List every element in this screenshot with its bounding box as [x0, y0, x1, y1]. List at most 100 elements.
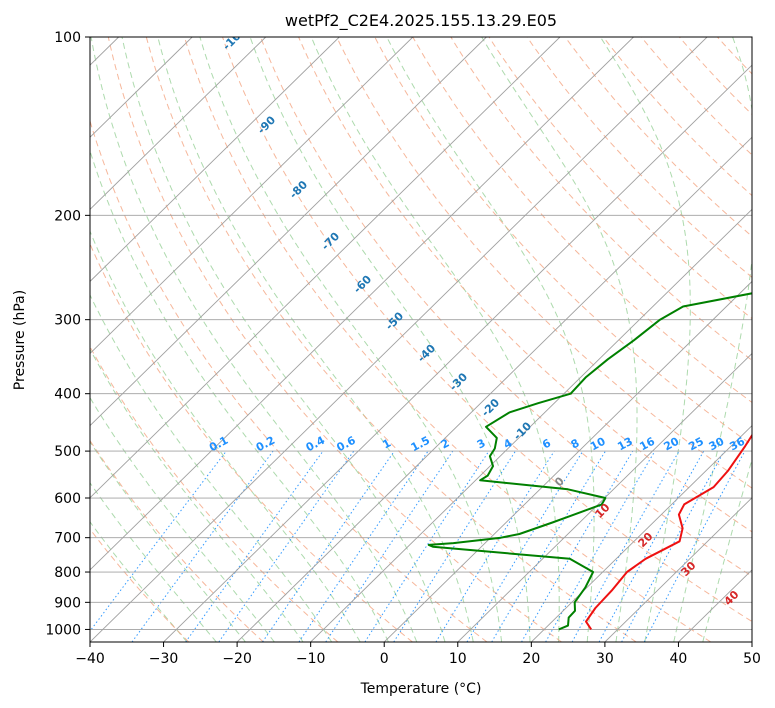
- x-tick-label: 50: [743, 651, 761, 667]
- isotherm-line: [90, 37, 487, 427]
- y-tick-label: 600: [54, 491, 81, 507]
- dry-adiabat-line: [336, 37, 752, 489]
- isotherm-line: [90, 37, 267, 210]
- isotherm-line: [90, 37, 634, 571]
- mixing-ratio-line: [621, 450, 725, 642]
- x-tick-label: −20: [222, 651, 252, 667]
- y-tick-label: 1000: [45, 622, 81, 638]
- dry-adiabat-line: [107, 37, 562, 642]
- mixing-ratio-label: 13: [615, 435, 635, 454]
- y-tick-label: 800: [54, 565, 81, 581]
- isotherms: [90, 37, 752, 642]
- dry-adiabat-line: [183, 37, 712, 642]
- isotherm-line: [457, 352, 752, 642]
- mixing-ratio-line: [262, 450, 395, 642]
- dry-adiabat-line: [90, 242, 413, 642]
- x-tick-label: 10: [449, 651, 467, 667]
- x-axis-label: Temperature (°C): [360, 681, 482, 697]
- moist-adiabat-line: [90, 481, 217, 642]
- isotherm-line: [310, 208, 752, 642]
- dry-adiabat-line: [222, 37, 752, 623]
- mixing-ratio-label: 25: [686, 435, 706, 454]
- background-lines: [90, 37, 752, 642]
- x-tick-label: 0: [380, 651, 389, 667]
- mixing-ratio-line: [185, 450, 324, 642]
- mixing-ratio-line: [364, 450, 490, 642]
- chart-title: wetPf2_C2E4.2025.155.13.29.E05: [285, 11, 557, 31]
- profile-lines: [427, 292, 752, 631]
- y-tick-label: 900: [54, 595, 81, 611]
- moist-adiabat-line: [386, 37, 595, 642]
- plot-frame: [89, 36, 753, 643]
- mixing-ratio-line: [571, 450, 680, 642]
- moist-adiabat-line: [702, 457, 752, 642]
- dry-adiabat-line: [145, 37, 637, 642]
- y-tick-label: 100: [54, 30, 81, 46]
- x-tick-label: 30: [596, 651, 614, 667]
- dry-adiabat-line: [260, 37, 752, 577]
- isotherm-line: [163, 64, 752, 642]
- y-tick-label: 200: [54, 208, 81, 224]
- mixing-ratio-label: 10: [588, 435, 608, 454]
- isotherm-line: [90, 37, 414, 355]
- moist-adiabat-line: [90, 37, 418, 642]
- x-tick-label: −10: [296, 651, 326, 667]
- y-tick-label: 500: [54, 444, 81, 460]
- mixing-ratio-line: [491, 450, 606, 642]
- dry-adiabat-line: [640, 37, 752, 156]
- moist-adiabat-line: [90, 521, 188, 642]
- y-tick-label: 700: [54, 531, 81, 547]
- moist-adiabat-line: [90, 440, 246, 642]
- isotherm-line: [236, 136, 752, 642]
- moist-adiabat-line: [199, 37, 503, 642]
- dry-adiabats: [90, 37, 752, 642]
- dry-adiabat-line: [90, 345, 339, 642]
- y-axis-ticks: 100 200 300 400 500 600 700 800 900 1000: [45, 30, 90, 638]
- moist-adiabat-line: [673, 37, 752, 642]
- x-tick-label: −40: [75, 651, 105, 667]
- moist-adiabat-line: [90, 348, 304, 642]
- dry-adiabat-line: [90, 439, 264, 642]
- moist-adiabat-line: [90, 396, 275, 642]
- dry-adiabat-line: [526, 37, 752, 278]
- dry-adiabat-line: [450, 37, 752, 361]
- dry-adiabat-line: [298, 37, 752, 533]
- x-tick-label: −30: [149, 651, 179, 667]
- mixing-ratio-label: 20: [662, 435, 682, 454]
- moist-adiabat-line: [599, 37, 691, 642]
- dry-adiabat-line: [90, 528, 190, 642]
- mixing-ratio-line: [598, 450, 705, 642]
- isotherm-line: [383, 280, 752, 642]
- temperature-line: [585, 433, 752, 630]
- mixing-ratio-line: [218, 450, 355, 642]
- isotherm-line: [90, 37, 561, 499]
- moist-adiabat-line: [157, 37, 474, 642]
- isotherm-line: [531, 425, 752, 642]
- mixing-ratio-label: 16: [637, 435, 657, 454]
- mixing-ratio-line: [393, 450, 516, 642]
- isotherm-line: [90, 37, 340, 283]
- mixing-ratio-label: 36: [727, 435, 747, 454]
- y-tick-label: 400: [54, 387, 81, 403]
- dry-adiabat-line: [90, 119, 488, 642]
- dewpoint-line: [427, 292, 752, 631]
- mixing-ratio-label: 30: [707, 435, 727, 454]
- moist-adiabat-line: [121, 37, 446, 642]
- moist-adiabat-line: [249, 37, 531, 642]
- mixing-ratio-line: [521, 450, 634, 642]
- y-tick-label: 300: [54, 313, 81, 329]
- y-axis-label: Pressure (hPa): [12, 290, 28, 390]
- x-tick-label: 40: [670, 651, 688, 667]
- moist-adiabat-line: [90, 293, 333, 642]
- x-tick-label: 20: [522, 651, 540, 667]
- dry-adiabat-line: [488, 37, 752, 320]
- isotherm-line: [90, 37, 708, 642]
- isotherm-line: [604, 497, 752, 642]
- mixing-ratio-line: [435, 450, 555, 642]
- pressure-grid: [90, 37, 752, 630]
- moist-adiabat-line: [481, 37, 638, 642]
- mixing-ratio-line: [466, 450, 584, 642]
- dry-adiabat-line: [412, 37, 752, 404]
